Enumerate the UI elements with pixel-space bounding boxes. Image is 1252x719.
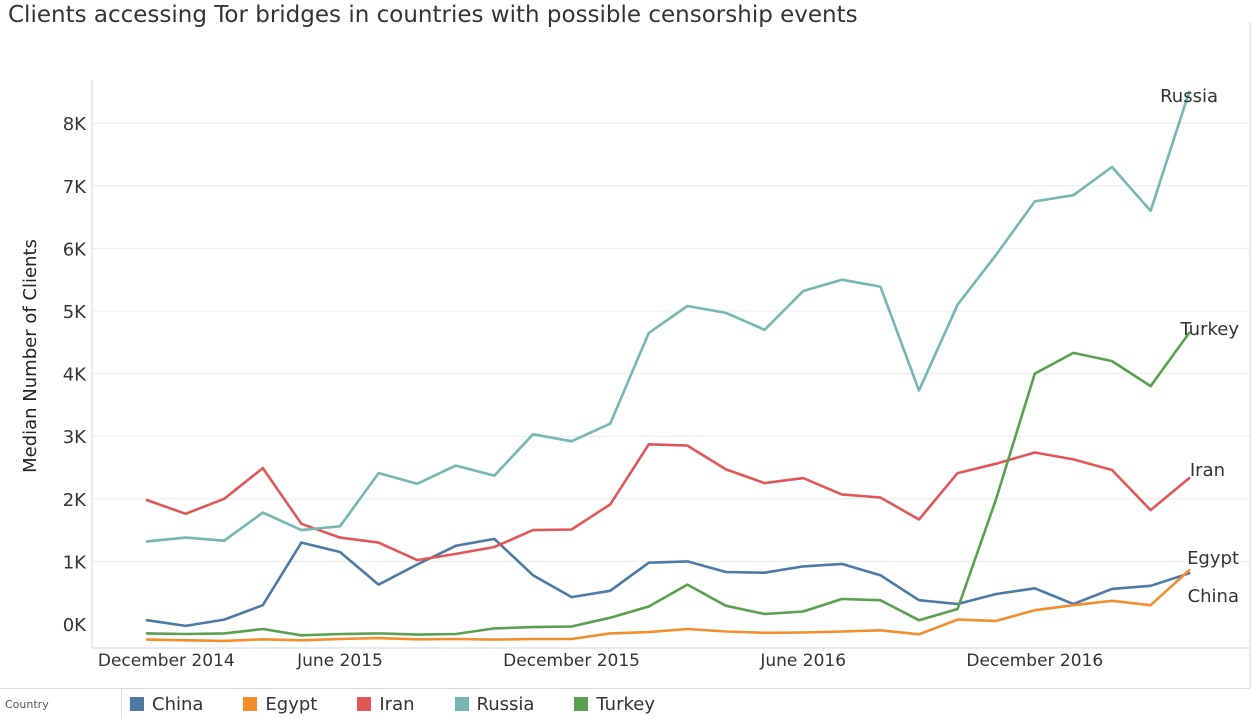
x-tick-label-3: June 2016 xyxy=(759,651,846,671)
series-line-turkey xyxy=(145,331,1191,637)
end-label-russia: Russia xyxy=(1160,86,1218,107)
legend-label-iran: Iran xyxy=(379,693,415,715)
legend-title: Country xyxy=(0,689,122,719)
y-tick-label-1: 1K xyxy=(63,552,87,573)
legend-label-russia: Russia xyxy=(476,693,535,715)
legend-swatch-russia xyxy=(454,697,469,711)
y-tick-label-7: 7K xyxy=(63,177,87,198)
legend-swatch-egypt xyxy=(243,697,258,711)
x-tick-label-4: December 2016 xyxy=(966,651,1103,671)
legend-swatch-turkey xyxy=(574,697,589,711)
y-tick-label-8: 8K xyxy=(63,114,87,135)
end-label-iran: Iran xyxy=(1190,460,1225,481)
legend-swatch-china xyxy=(130,697,144,711)
series-line-iran xyxy=(145,442,1191,562)
y-axis-title: Median Number of Clients xyxy=(20,239,41,473)
legend-label-egypt: Egypt xyxy=(265,693,318,715)
x-tick-label-0: December 2014 xyxy=(98,651,235,671)
end-label-china: China xyxy=(1188,586,1239,607)
legend-item-turkey[interactable]: Turkey xyxy=(574,694,655,715)
legend-item-egypt[interactable]: Egypt xyxy=(243,694,317,715)
legend-items: China Egypt Iran Russia Turkey xyxy=(122,694,695,715)
series-line-russia xyxy=(145,90,1191,543)
line-chart: 0K 1K 2K 3K 4K 5K 6K 7K 8K Median Number of Clien… xyxy=(20,22,1251,688)
legend-item-iran[interactable]: Iran xyxy=(357,693,415,715)
series-line-china xyxy=(145,537,1191,628)
end-label-egypt: Egypt xyxy=(1187,548,1239,569)
y-tick-label-2: 2K xyxy=(63,490,87,511)
legend-label-turkey: Turkey xyxy=(596,693,656,715)
legend: Country China Egypt Iran Russia Turkey xyxy=(0,688,1250,719)
y-tick-label-3: 3K xyxy=(63,427,87,448)
y-tick-label-5: 5K xyxy=(63,302,87,323)
x-tick-label-2: December 2015 xyxy=(503,651,640,671)
y-tick-label-0: 0K xyxy=(63,615,87,636)
y-tick-label-6: 6K xyxy=(63,239,87,260)
chart-title: Clients accessing Tor bridges in countri… xyxy=(8,2,858,28)
legend-item-china[interactable]: China xyxy=(130,694,203,715)
series-line-egypt xyxy=(145,568,1191,643)
end-label-turkey: Turkey xyxy=(1179,319,1239,340)
legend-label-china: China xyxy=(152,693,204,715)
legend-swatch-iran xyxy=(357,697,372,711)
y-tick-label-4: 4K xyxy=(63,365,87,386)
x-tick-label-1: June 2015 xyxy=(296,651,383,671)
legend-item-russia[interactable]: Russia xyxy=(454,693,535,715)
